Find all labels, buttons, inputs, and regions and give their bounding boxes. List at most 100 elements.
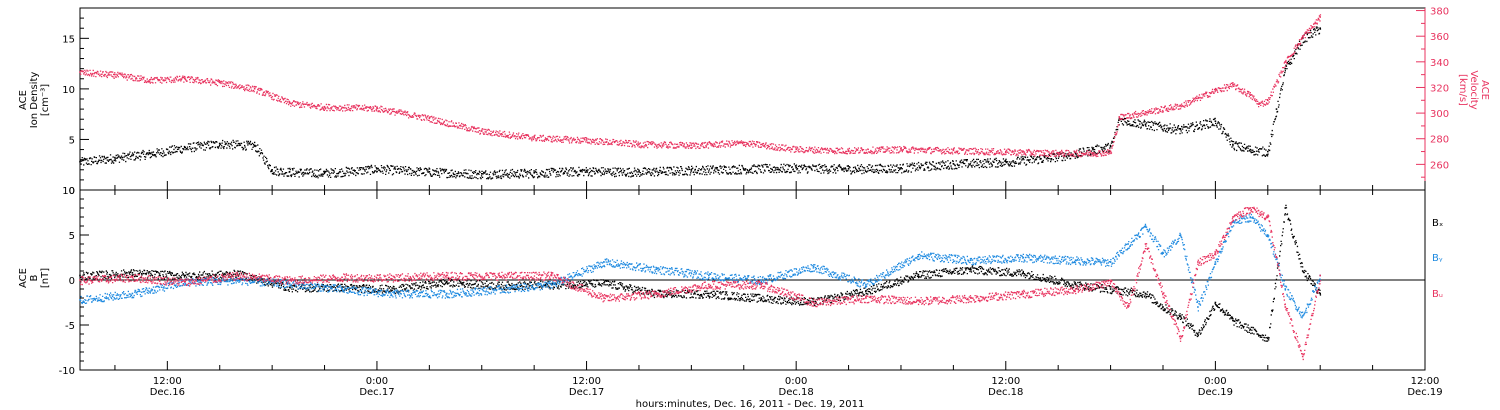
data-point-2-2: [184, 274, 186, 277]
data-point-1-23: [1109, 150, 1112, 153]
data-point-4-1: [131, 276, 134, 279]
data-point-2-26: [1232, 319, 1234, 322]
data-point-0-16: [743, 168, 745, 170]
data-point-1-14: [690, 144, 693, 146]
data-point-1-10: [481, 130, 483, 132]
data-point-4-7: [446, 274, 448, 277]
data-point-3-22: [1144, 225, 1147, 227]
data-point-0-0: [79, 160, 81, 163]
data-point-0-24: [1092, 148, 1094, 151]
data-point-2-17: [970, 268, 972, 270]
velocity-tick-label-0: 260: [1430, 160, 1449, 171]
data-point-4-3: [236, 274, 238, 277]
velocity-axis: 260 280 300 320 340 360 380: [1416, 7, 1449, 190]
x-axis-title: hours:minutes, Dec. 16, 2011 - Dec. 19, …: [636, 399, 865, 410]
data-point-4-20: [1109, 281, 1112, 283]
data-point-1-12: [585, 139, 588, 141]
data-point-2-15: [865, 290, 867, 292]
date-tick-label-4: Dec.18: [988, 387, 1023, 398]
data-point-1-7: [323, 105, 326, 108]
date-tick-label-6: Dec.19: [1407, 387, 1442, 398]
data-point-4-32: [1319, 274, 1321, 277]
data-point-2-28: [1267, 337, 1269, 340]
data-point-4-9: [550, 274, 553, 277]
data-point-3-19: [1074, 259, 1077, 261]
data-point-3-21: [1127, 243, 1129, 245]
data-point-0-2: [149, 152, 151, 155]
velocity-tick-label-1: 280: [1430, 135, 1449, 146]
data-point-3-25: [1197, 306, 1199, 308]
data-point-3-5: [341, 288, 343, 290]
time-tick-label-1: 0:00: [366, 376, 388, 387]
data-point-0-11: [481, 173, 483, 175]
data-point-2-1: [131, 272, 134, 274]
series-0-points: [80, 26, 1322, 180]
density-tick-label-1: 5: [69, 135, 75, 146]
data-point-1-31: [1267, 99, 1269, 102]
date-tick-label-1: Dec.17: [359, 387, 394, 398]
velocity-tick-label-3: 320: [1430, 83, 1449, 94]
data-point-1-25: [1144, 111, 1147, 113]
b-axis-title-line-0: ACE: [18, 268, 29, 288]
data-point-0-13: [585, 170, 588, 172]
data-point-0-28: [1179, 128, 1182, 131]
b-axis-title-line-1: B: [29, 274, 40, 281]
data-point-1-21: [1057, 152, 1059, 154]
data-point-2-14: [812, 300, 815, 303]
time-tick-label-5: 0:00: [1204, 376, 1226, 387]
data-point-1-1: [114, 73, 116, 76]
data-point-0-36: [1319, 27, 1321, 29]
data-point-1-22: [1092, 152, 1094, 154]
data-point-0-12: [533, 172, 535, 174]
data-point-4-15: [865, 297, 867, 299]
data-point-0-18: [847, 168, 850, 170]
data-point-0-31: [1249, 148, 1252, 151]
velocity-axis-title-line-0: ACE: [1479, 80, 1490, 100]
data-point-1-27: [1214, 89, 1217, 91]
data-point-2-0: [79, 274, 81, 277]
data-point-0-25: [1109, 145, 1112, 148]
data-point-1-5: [253, 87, 256, 90]
data-point-0-14: [638, 171, 640, 173]
data-point-0-5: [253, 144, 256, 147]
data-point-4-23: [1162, 292, 1164, 295]
data-point-4-11: [655, 292, 658, 295]
data-point-2-29: [1284, 207, 1287, 209]
time-tick-label-6: 12:00: [1411, 376, 1440, 387]
time-tick-label-2: 12:00: [572, 376, 601, 387]
data-point-4-6: [393, 276, 396, 279]
data-point-1-17: [847, 149, 850, 152]
data-point-2-16: [917, 273, 920, 276]
data-point-3-6: [393, 292, 396, 295]
data-point-1-34: [1319, 16, 1321, 18]
data-point-0-33: [1275, 108, 1278, 110]
legend-entry-2: Bᵤ: [1432, 289, 1443, 300]
data-point-3-10: [603, 261, 605, 263]
data-point-0-4: [218, 142, 221, 145]
data-point-1-24: [1118, 116, 1121, 118]
data-point-1-15: [743, 141, 745, 144]
velocity-tick-label-6: 380: [1430, 7, 1449, 18]
b-tick-label-0: -10: [59, 366, 75, 377]
data-point-3-12: [708, 274, 710, 277]
data-point-1-32: [1284, 61, 1287, 63]
data-point-0-9: [376, 168, 378, 170]
data-point-0-30: [1232, 143, 1234, 146]
data-point-0-19: [900, 167, 902, 169]
data-point-1-33: [1301, 35, 1304, 37]
data-point-2-23: [1179, 315, 1182, 317]
data-point-0-10: [428, 171, 431, 173]
data-point-3-14: [812, 265, 815, 268]
data-point-3-17: [970, 259, 972, 261]
velocity-axis-title: ACEVelocity[km/s]: [1457, 70, 1490, 109]
data-point-1-4: [218, 81, 221, 84]
data-point-3-1: [131, 292, 134, 295]
data-point-4-21: [1127, 306, 1129, 308]
data-point-1-13: [638, 143, 640, 145]
data-point-1-8: [376, 107, 378, 109]
data-point-2-30: [1301, 270, 1304, 272]
data-point-4-13: [760, 283, 762, 286]
data-point-2-13: [760, 297, 762, 299]
data-point-3-24: [1179, 234, 1182, 236]
